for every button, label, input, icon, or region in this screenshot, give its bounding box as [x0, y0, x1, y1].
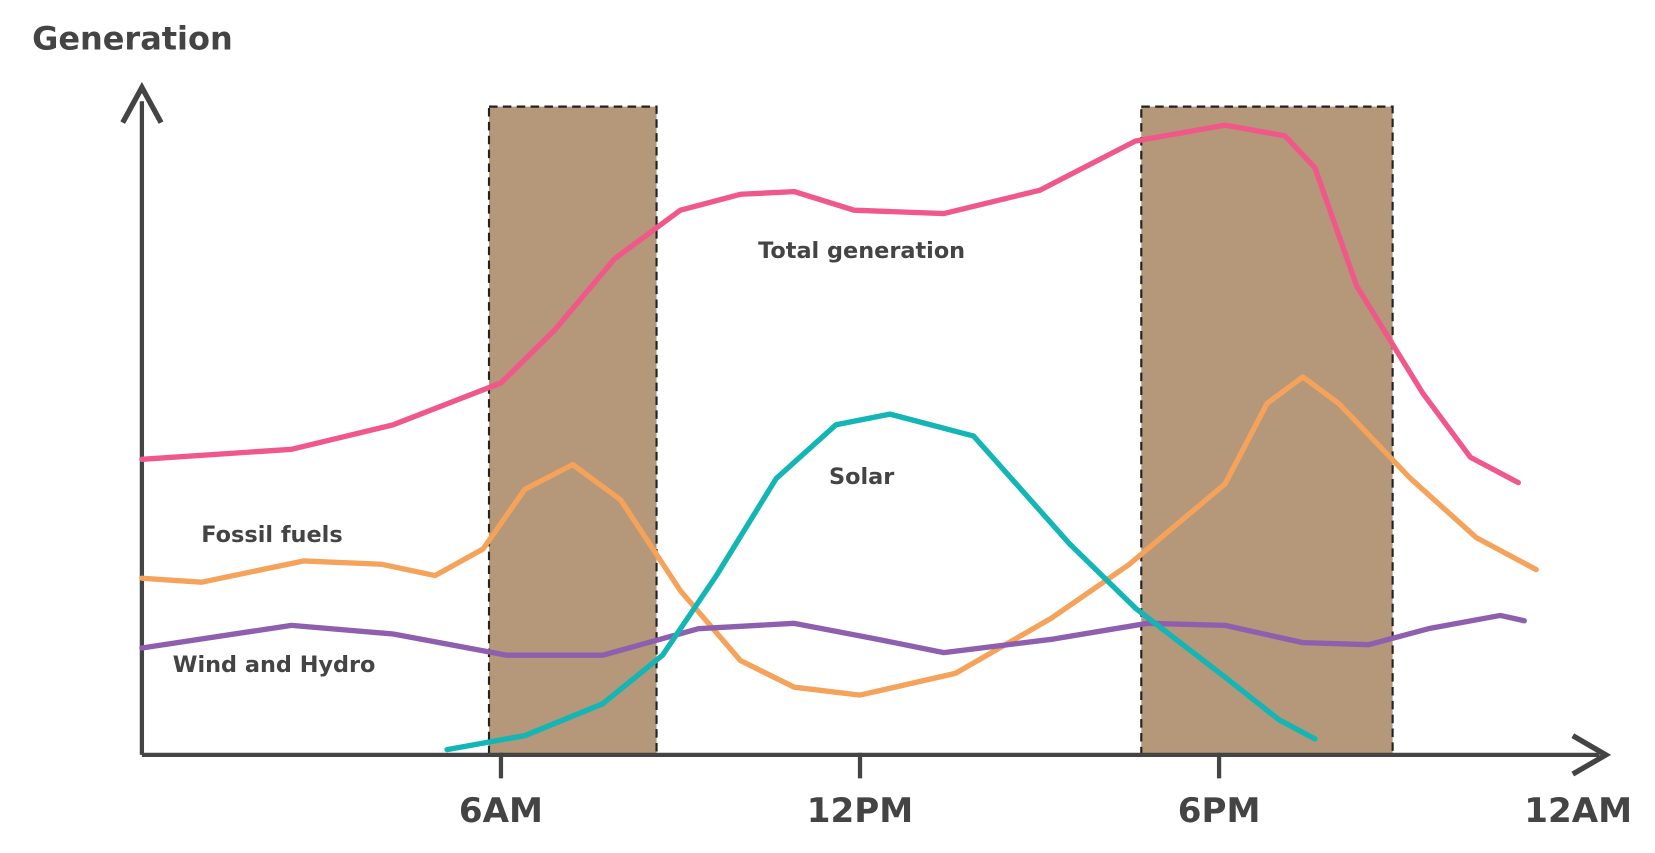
series-label: Solar: [829, 464, 894, 490]
series-label: Total generation: [758, 238, 965, 264]
series-line: [139, 122, 1521, 486]
y-axis-label: Generation: [32, 20, 233, 58]
x-tick-label: 12PM: [807, 791, 913, 831]
y-axis-arrow: [120, 81, 164, 124]
series-line: [444, 411, 1318, 753]
series-line: [139, 374, 1539, 698]
highlight-span: [1140, 105, 1394, 756]
x-axis-arrow: [1571, 733, 1612, 777]
x-tick-label: 12AM: [1524, 791, 1632, 831]
x-tick-label: 6AM: [459, 791, 543, 831]
series-label: Fossil fuels: [201, 522, 342, 548]
series-line: [139, 612, 1527, 658]
series-label: Wind and Hydro: [173, 652, 376, 678]
x-tick-label: 6PM: [1178, 791, 1261, 831]
